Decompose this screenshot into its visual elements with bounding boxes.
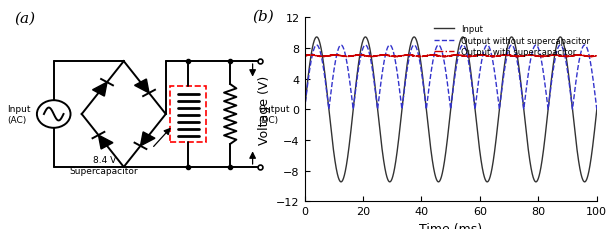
- Output without supercapacitor: [412, 47, 420, 49]
- Output with supercapacitor: [354, 54, 361, 57]
- Output with supercapacitor: [476, 55, 484, 57]
- Y-axis label: Voltage (V): Voltage (V): [258, 75, 270, 144]
- Polygon shape: [141, 132, 155, 146]
- Line: Output with supercapacitor: Output with supercapacitor: [304, 55, 597, 57]
- X-axis label: Time (ms): Time (ms): [419, 222, 482, 229]
- Output with supercapacitor: [416, 56, 423, 59]
- Text: 8.4 V
Supercapacitor: 8.4 V Supercapacitor: [70, 156, 138, 175]
- Output without supercapacitor: [491, 72, 498, 75]
- Output with supercapacitor: [308, 54, 315, 57]
- Output with supercapacitor: [541, 55, 549, 58]
- Line: Input: Input: [304, 38, 597, 182]
- Input: [476, 151, 484, 153]
- Input: [541, 137, 549, 140]
- Output without supercapacitor: [476, 71, 484, 74]
- Output without supercapacitor: [593, 109, 600, 111]
- Text: (b): (b): [252, 9, 273, 23]
- Output with supercapacitor: [593, 55, 600, 58]
- Input: [593, 109, 600, 111]
- Legend: Input, Output without supercapacitor, Output with supercapacitor: Input, Output without supercapacitor, Ou…: [431, 22, 593, 59]
- Text: Output
(DC): Output (DC): [258, 105, 290, 124]
- Polygon shape: [99, 136, 113, 149]
- Line: Output without supercapacitor: Output without supercapacitor: [304, 46, 597, 110]
- Output without supercapacitor: [541, 83, 549, 85]
- Output without supercapacitor: [386, 44, 393, 47]
- Output with supercapacitor: [519, 55, 526, 58]
- Input: [491, 150, 498, 153]
- Output without supercapacitor: [354, 74, 361, 77]
- Bar: [170, 87, 206, 142]
- Input: [386, 181, 393, 183]
- Input: [412, 39, 420, 42]
- Text: (a): (a): [15, 11, 35, 25]
- Text: Input
(AC): Input (AC): [7, 105, 31, 124]
- Output with supercapacitor: [301, 55, 308, 58]
- Output without supercapacitor: [301, 109, 308, 111]
- Polygon shape: [135, 80, 149, 93]
- Output with supercapacitor: [491, 56, 498, 58]
- Polygon shape: [93, 83, 107, 97]
- Input: [354, 70, 361, 73]
- Input: [519, 99, 526, 102]
- Output with supercapacitor: [412, 55, 420, 58]
- Input: [508, 36, 515, 39]
- Input: [301, 109, 308, 111]
- Output without supercapacitor: [519, 100, 526, 103]
